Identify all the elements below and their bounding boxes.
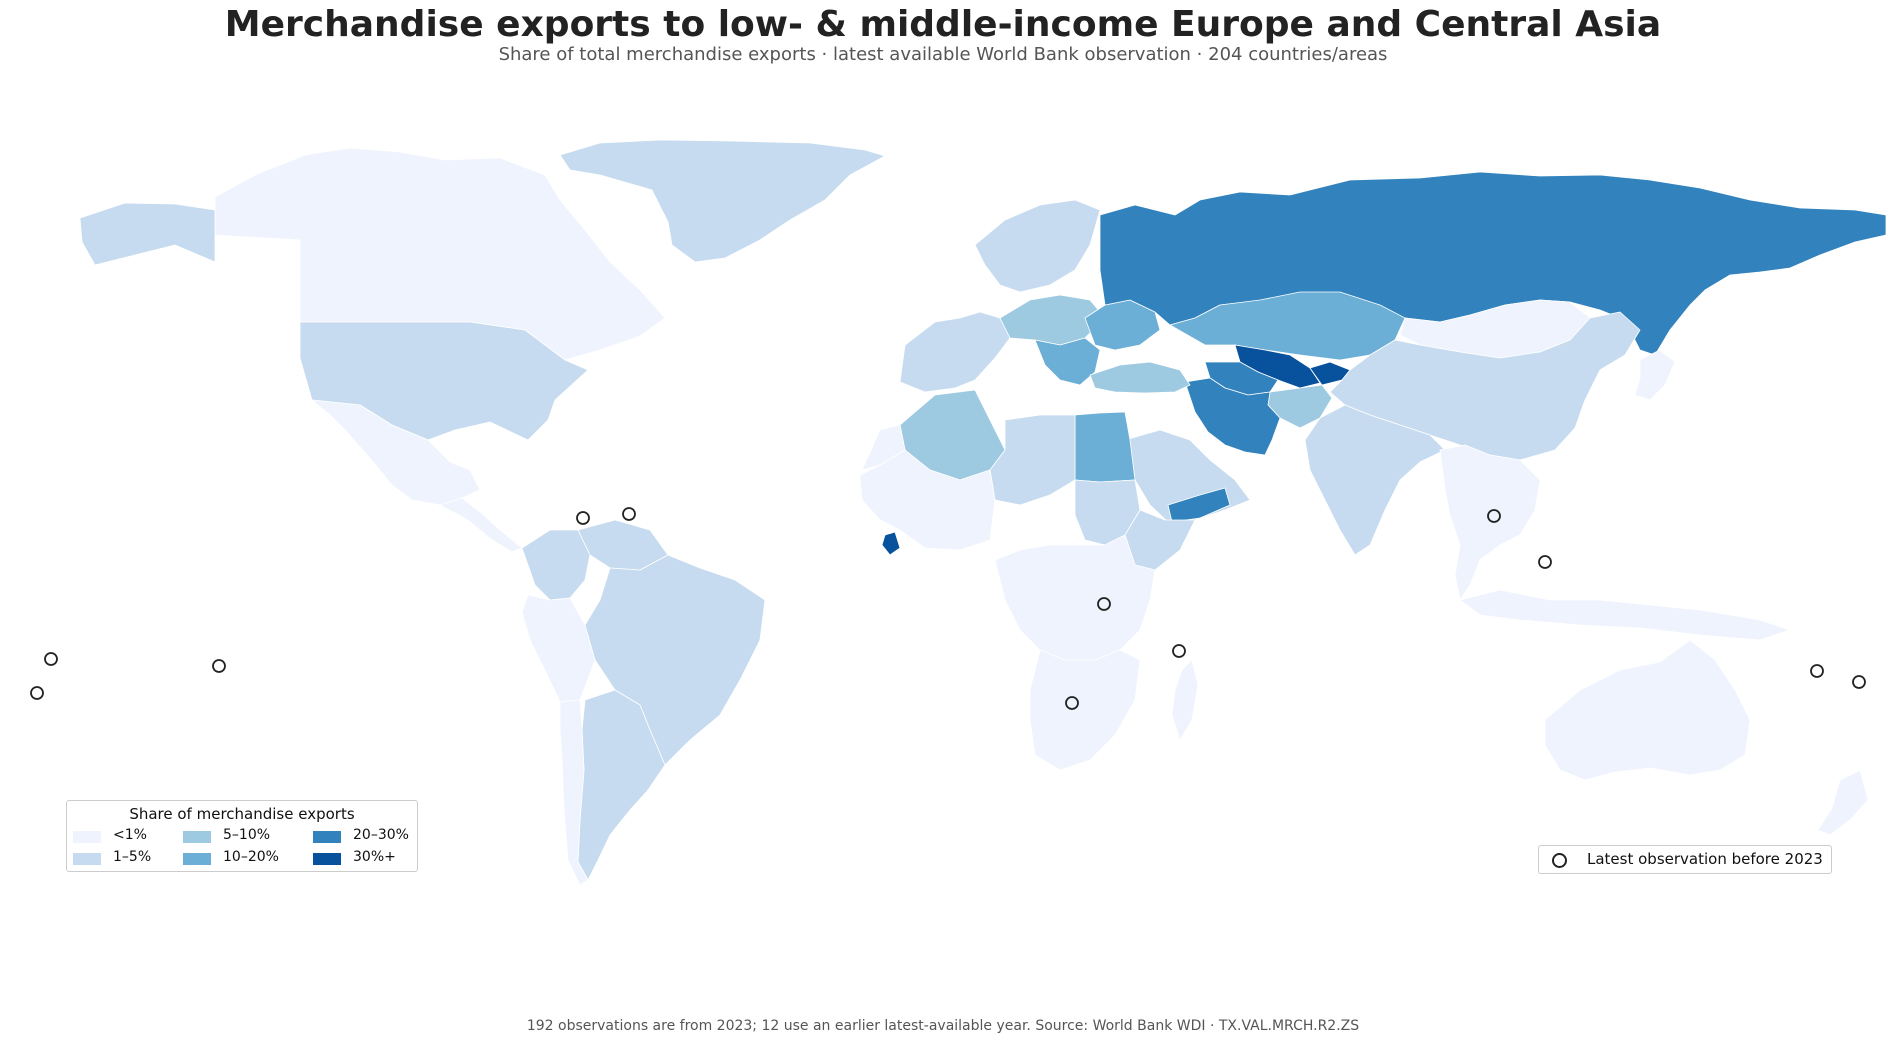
region-australia <box>1544 639 1751 781</box>
earlier-observation-marker <box>212 659 226 673</box>
earlier-observation-marker <box>1487 509 1501 523</box>
legend-label: 5–10% <box>223 827 271 843</box>
legend-swatch <box>313 853 341 865</box>
region-morocco <box>861 424 906 471</box>
region-chile <box>559 699 589 886</box>
region-india <box>1304 404 1446 556</box>
region-madagascar <box>1171 659 1199 741</box>
legend-label: 30%+ <box>353 849 396 865</box>
earlier-observation-marker <box>1852 675 1866 689</box>
region-indonesia <box>1459 589 1791 641</box>
region-egypt <box>1074 411 1136 483</box>
earlier-observation-marker <box>30 686 44 700</box>
region-sierra-leone <box>881 531 901 556</box>
region-southeast-asia <box>1439 444 1541 601</box>
region-japan <box>1634 349 1676 401</box>
earlier-observation-marker <box>1065 696 1079 710</box>
color-legend: Share of merchandise exports <1% 1–5% 5–… <box>66 800 418 872</box>
region-alaska-united-states <box>79 202 216 266</box>
earlier-observation-marker <box>1097 597 1111 611</box>
region-iran <box>1184 377 1281 456</box>
region-central-africa <box>994 534 1156 661</box>
map-subtitle: Share of total merchandise exports · lat… <box>498 44 1388 65</box>
earlier-observation-marker <box>1810 664 1824 678</box>
earlier-observation-marker <box>1538 555 1552 569</box>
earlier-observation-marker <box>44 652 58 666</box>
earlier-observation-marker <box>576 511 590 525</box>
region-west-africa <box>859 449 996 551</box>
legend-swatch <box>313 831 341 843</box>
region-southern-africa <box>1029 649 1141 771</box>
open-circle-icon <box>1552 853 1567 868</box>
region-peru <box>521 594 596 703</box>
legend-swatch <box>183 853 211 865</box>
region-sahel <box>989 414 1076 506</box>
legend-label: 1–5% <box>113 849 152 865</box>
legend-label: <1% <box>113 827 147 843</box>
region-new-zealand <box>1817 769 1869 836</box>
region-colombia <box>521 529 591 601</box>
region-western-europe <box>899 311 1011 393</box>
observation-legend-label: Latest observation before 2023 <box>1587 850 1823 868</box>
region-scandinavia <box>974 199 1101 293</box>
earlier-observation-marker <box>1172 644 1186 658</box>
earlier-observation-marker <box>622 507 636 521</box>
map-title: Merchandise exports to low- & middle-inc… <box>224 4 1662 45</box>
region-turkey <box>1089 361 1191 394</box>
legend-label: 20–30% <box>353 827 409 843</box>
region-greenland <box>559 139 886 263</box>
legend-label: 10–20% <box>223 849 279 865</box>
legend-title: Share of merchandise exports <box>129 805 355 823</box>
region-brazil <box>584 554 766 766</box>
observation-legend: Latest observation before 2023 <box>1538 845 1832 874</box>
legend-swatch <box>73 831 101 843</box>
region-china <box>1329 311 1641 461</box>
legend-swatch <box>73 853 101 865</box>
legend-swatch <box>183 831 211 843</box>
region-balkans <box>1034 337 1101 386</box>
region-central-america <box>439 497 523 553</box>
source-footnote: 192 observations are from 2023; 12 use a… <box>526 1018 1360 1034</box>
